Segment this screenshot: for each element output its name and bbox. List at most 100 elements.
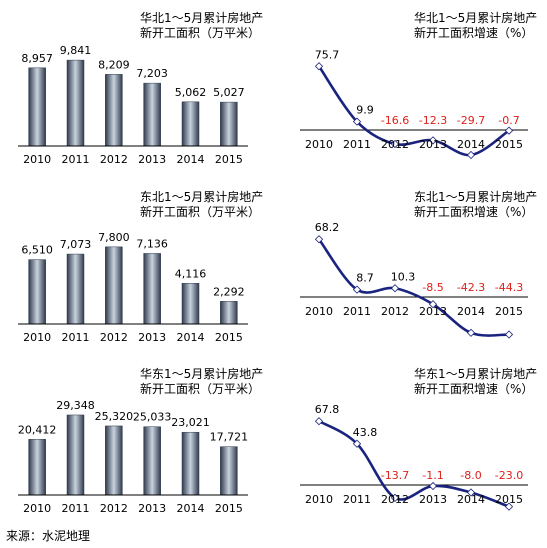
data-point-marker <box>314 417 324 426</box>
bar <box>181 101 200 147</box>
x-tick-label: 2015 <box>215 331 243 344</box>
data-point-marker <box>390 284 400 293</box>
chart-title-line: 华东1～5月累计房地产 <box>414 366 537 381</box>
x-tick-label: 2014 <box>177 153 205 166</box>
bar-value-label: 6,510 <box>21 244 53 257</box>
data-point-marker <box>352 439 362 448</box>
bar <box>66 414 85 496</box>
x-tick-label: 2011 <box>62 331 90 344</box>
x-tick-label: 2012 <box>100 331 128 344</box>
bar-value-label: 8,209 <box>98 58 130 71</box>
chart-title-line: 华北1～5月累计房地产 <box>140 10 263 25</box>
bar <box>143 426 161 496</box>
chart-title-line: 新开工面积增速（%） <box>414 25 533 40</box>
bar-value-label: 9,841 <box>60 44 92 57</box>
data-point-marker <box>390 493 400 502</box>
x-tick-label: 2015 <box>495 493 523 506</box>
point-value-label: 9.9 <box>356 104 374 117</box>
bar <box>28 439 46 496</box>
x-tick-label: 2012 <box>381 138 409 151</box>
x-tick-label: 2015 <box>215 502 243 515</box>
x-tick-label: 2011 <box>62 153 90 166</box>
point-value-label: -0.7 <box>498 114 519 127</box>
bar-value-label: 7,073 <box>60 238 92 251</box>
data-point-marker <box>466 150 476 160</box>
data-point-marker <box>466 488 476 497</box>
chart-title-line: 新开工面积（万平米） <box>140 204 260 219</box>
x-tick-label: 2011 <box>62 502 90 515</box>
bar-value-label: 7,136 <box>136 237 168 250</box>
data-point-marker <box>504 126 514 135</box>
point-value-label: -44.3 <box>495 281 523 294</box>
chart-title-line: 新开工面积增速（%） <box>414 381 533 396</box>
bar-value-label: 7,203 <box>136 67 168 80</box>
data-point-marker <box>466 328 476 337</box>
point-value-label: -29.7 <box>457 114 485 127</box>
x-tick-label: 2012 <box>100 502 128 515</box>
bar-value-label: 8,957 <box>21 52 53 65</box>
bar-value-label: 2,292 <box>213 285 245 298</box>
bar-value-label: 4,116 <box>175 267 207 280</box>
bar <box>143 82 161 147</box>
bar-value-label: 5,062 <box>175 86 207 99</box>
chart-title-line: 东北1～5月累计房地产 <box>414 189 537 204</box>
x-tick-label: 2010 <box>23 502 51 515</box>
data-point-marker <box>428 481 438 491</box>
x-tick-label: 2012 <box>381 305 409 318</box>
point-value-label: 68.2 <box>315 221 340 234</box>
point-value-label: 43.8 <box>353 426 378 439</box>
bar <box>66 253 85 325</box>
data-point-marker <box>352 117 362 126</box>
data-point-marker <box>428 300 438 309</box>
bar-value-label: 7,800 <box>98 231 130 244</box>
x-tick-label: 2012 <box>381 493 409 506</box>
x-tick-label: 2010 <box>305 138 333 151</box>
bar <box>105 74 123 147</box>
source-label: 来源：水泥地理 <box>6 529 91 543</box>
point-value-label: -13.7 <box>381 469 409 482</box>
x-tick-label: 2010 <box>23 153 51 166</box>
x-tick-label: 2014 <box>457 305 485 318</box>
point-value-label: 67.8 <box>315 403 340 416</box>
x-tick-label: 2010 <box>305 305 333 318</box>
x-tick-label: 2014 <box>177 331 205 344</box>
data-point-marker <box>504 330 514 339</box>
x-tick-label: 2010 <box>23 331 51 344</box>
bar-value-label: 25,320 <box>95 410 134 423</box>
x-tick-label: 2013 <box>419 138 447 151</box>
x-tick-label: 2015 <box>495 305 523 318</box>
data-point-marker <box>504 502 514 511</box>
point-value-label: -1.1 <box>422 469 443 482</box>
chart-title-line: 华东1～5月累计房地产 <box>140 366 263 381</box>
point-value-label: 75.7 <box>315 48 340 61</box>
point-value-label: -16.6 <box>381 114 409 127</box>
bar-value-label: 25,033 <box>133 411 172 424</box>
data-point-marker <box>428 136 438 145</box>
x-tick-label: 2010 <box>305 493 333 506</box>
bar <box>66 59 85 147</box>
x-tick-label: 2013 <box>138 502 166 515</box>
bar <box>181 431 200 496</box>
bar <box>105 246 123 325</box>
data-point-marker <box>314 62 324 71</box>
bar <box>220 301 238 325</box>
data-point-marker <box>314 235 324 244</box>
chart-title-line: 华北1～5月累计房地产 <box>414 10 537 25</box>
chart-title-line: 新开工面积（万平米） <box>140 25 260 40</box>
point-value-label: -8.5 <box>422 281 443 294</box>
x-tick-label: 2011 <box>343 305 371 318</box>
x-tick-label: 2015 <box>215 153 243 166</box>
bar-value-label: 5,027 <box>213 86 245 99</box>
point-value-label: -12.3 <box>419 114 447 127</box>
x-tick-label: 2014 <box>457 138 485 151</box>
point-value-label: -23.0 <box>495 469 523 482</box>
x-tick-label: 2013 <box>419 493 447 506</box>
data-point-marker <box>390 139 400 149</box>
